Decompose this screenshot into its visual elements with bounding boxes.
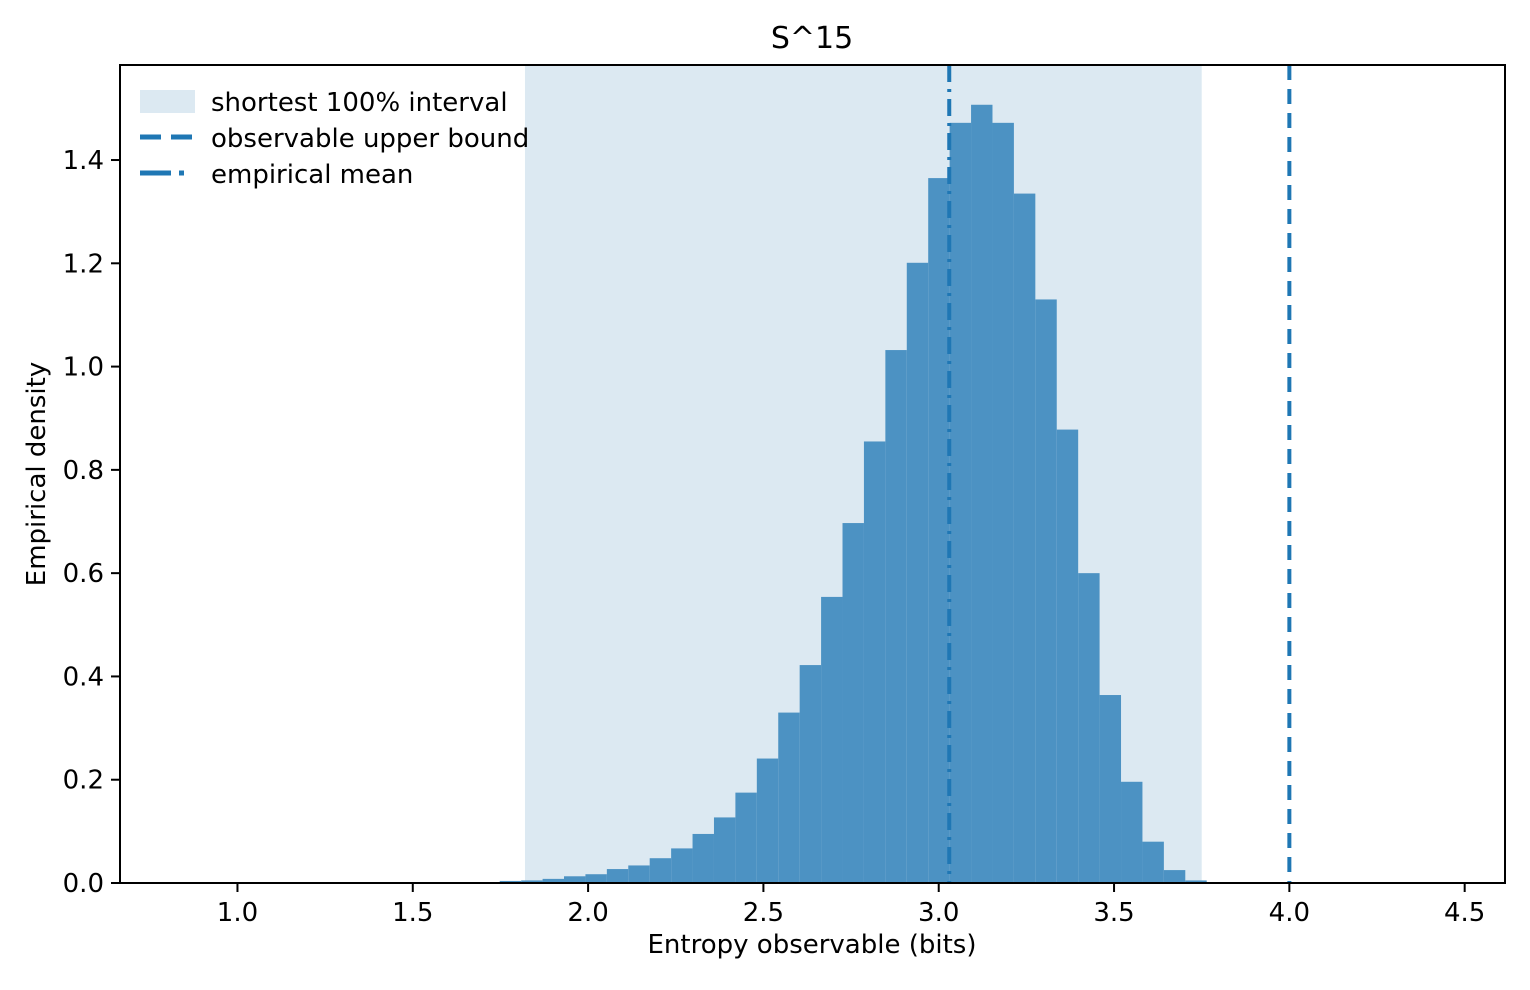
legend-label-shaded-interval: shortest 100% interval bbox=[211, 88, 508, 118]
histogram-bar bbox=[649, 858, 672, 883]
histogram-bar bbox=[1163, 870, 1186, 883]
legend-label-empirical-mean: empirical mean bbox=[211, 160, 413, 190]
histogram-bar bbox=[585, 874, 607, 883]
histogram-bar bbox=[606, 869, 629, 883]
legend-item-upper-bound: observable upper bound bbox=[140, 124, 529, 154]
legend-label-upper-bound: observable upper bound bbox=[211, 124, 529, 154]
histogram-bar bbox=[756, 758, 779, 883]
x-tick-label: 3.5 bbox=[1093, 898, 1134, 928]
histogram-bar bbox=[713, 817, 736, 883]
y-tick-label: 1.2 bbox=[63, 249, 104, 279]
histogram-bar bbox=[1078, 573, 1100, 883]
histogram-bar bbox=[1142, 841, 1164, 883]
histogram-bar bbox=[949, 122, 972, 884]
chart-title: S^15 bbox=[771, 21, 853, 56]
x-tick-label: 3.0 bbox=[918, 898, 959, 928]
x-tick-label: 1.0 bbox=[217, 898, 258, 928]
histogram-bar bbox=[1056, 429, 1079, 883]
histogram-bar bbox=[1013, 193, 1036, 883]
histogram-bar bbox=[971, 104, 993, 883]
x-axis-label: Entropy observable (bits) bbox=[648, 930, 977, 960]
y-tick-label: 0.2 bbox=[63, 766, 104, 796]
histogram-bar bbox=[542, 878, 565, 883]
y-tick-label: 0.4 bbox=[63, 662, 104, 692]
histogram-bar bbox=[799, 665, 822, 883]
legend: shortest 100% interval observable upper … bbox=[140, 88, 529, 190]
histogram-bar bbox=[564, 876, 586, 883]
histogram-bar bbox=[842, 523, 864, 883]
histogram-bar bbox=[1121, 781, 1143, 883]
histogram-bar bbox=[671, 848, 693, 883]
x-tick-label: 4.5 bbox=[1444, 898, 1485, 928]
histogram-bar bbox=[1185, 880, 1207, 883]
histogram-bar bbox=[928, 178, 950, 883]
x-tick-label: 2.0 bbox=[567, 898, 608, 928]
y-tick-label: 0.6 bbox=[63, 559, 104, 589]
legend-item-empirical-mean: empirical mean bbox=[140, 160, 413, 190]
histogram-bar bbox=[1099, 695, 1122, 883]
histogram-bar bbox=[863, 441, 886, 883]
x-tick-label: 4.0 bbox=[1269, 898, 1310, 928]
histogram-bar bbox=[692, 833, 714, 883]
histogram-bar bbox=[821, 596, 843, 883]
histogram-bar bbox=[778, 712, 800, 883]
y-tick-label: 0.8 bbox=[63, 456, 104, 486]
legend-item-shaded-interval: shortest 100% interval bbox=[140, 88, 508, 118]
shaded-interval-swatch bbox=[140, 90, 195, 113]
histogram-bar bbox=[992, 122, 1014, 884]
histogram-bar bbox=[628, 865, 650, 883]
y-tick-label: 1.0 bbox=[63, 353, 104, 383]
histogram-bar bbox=[735, 792, 757, 883]
histogram-bar bbox=[906, 262, 929, 883]
y-axis-label: Empirical density bbox=[22, 362, 52, 586]
x-tick-label: 1.5 bbox=[392, 898, 433, 928]
histogram-bar bbox=[885, 350, 907, 883]
histogram-bar bbox=[499, 880, 522, 883]
plot-border bbox=[119, 64, 1506, 884]
histogram-bar bbox=[521, 880, 543, 883]
histogram-bar bbox=[1035, 299, 1057, 883]
y-tick-label: 1.4 bbox=[63, 146, 104, 176]
x-tick-label: 2.5 bbox=[743, 898, 784, 928]
y-tick-label: 0.0 bbox=[63, 869, 104, 899]
